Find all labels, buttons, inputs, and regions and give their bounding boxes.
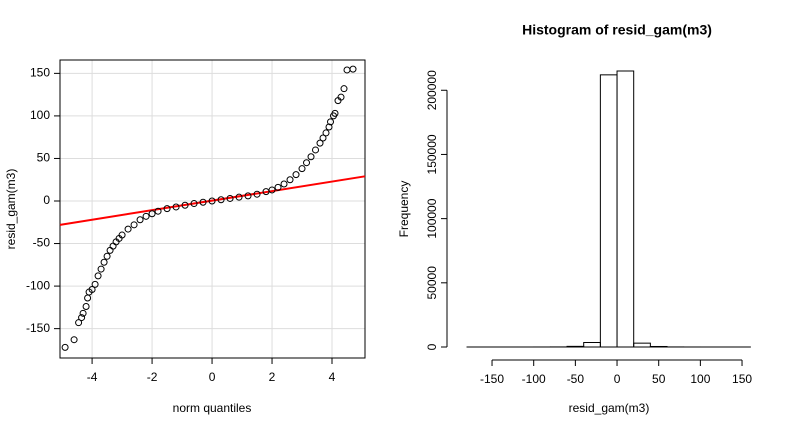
point (253, 190, 261, 198)
point (343, 66, 351, 74)
x-tick-label: 2 (269, 370, 276, 384)
y-tick-label: 150 (30, 66, 50, 80)
point (103, 252, 111, 260)
point (190, 200, 198, 208)
point (235, 193, 243, 201)
x-tick-label: -50 (567, 372, 585, 386)
point (337, 93, 345, 101)
point (274, 183, 282, 191)
point (268, 186, 276, 194)
point (322, 129, 330, 137)
point (106, 246, 114, 254)
bar (633, 342, 651, 348)
point (78, 314, 86, 322)
point (340, 85, 348, 93)
point (124, 225, 132, 233)
y-axis-label: Frequency (397, 181, 411, 238)
point (148, 210, 156, 218)
point (118, 231, 126, 239)
y-tick-label: 200000 (425, 70, 439, 110)
point (142, 212, 150, 220)
point (181, 201, 189, 209)
x-tick-label: 0 (614, 372, 621, 386)
bar (583, 342, 601, 348)
point (349, 65, 357, 73)
x-tick-label: 4 (329, 370, 336, 384)
x-tick-label: -4 (87, 370, 98, 384)
y-tick-label: 100000 (425, 198, 439, 238)
x-axis-label: norm quantiles (173, 401, 252, 415)
point (136, 216, 144, 224)
point (303, 159, 311, 167)
y-tick-label: 50000 (425, 266, 439, 300)
point (280, 180, 288, 188)
y-tick-label: 50 (37, 151, 51, 165)
y-tick-label: -150 (26, 321, 50, 335)
point (244, 192, 252, 200)
point (94, 272, 102, 280)
point (217, 196, 225, 204)
y-tick-label: 150000 (425, 134, 439, 174)
y-tick-label: 0 (43, 193, 50, 207)
point (79, 309, 87, 317)
y-tick-label: 0 (425, 343, 439, 350)
point (307, 153, 315, 161)
point (172, 203, 180, 211)
point (208, 197, 216, 205)
y-tick-label: -50 (33, 236, 51, 250)
point (75, 319, 83, 327)
y-axis-label: resid_gam(m3) (4, 169, 18, 250)
point (226, 194, 234, 202)
point (88, 285, 96, 293)
x-tick-label: -150 (480, 372, 504, 386)
point (325, 123, 333, 131)
bar (649, 345, 668, 348)
point (316, 139, 324, 147)
reference-line (59, 175, 366, 226)
point (163, 205, 171, 213)
bar (616, 70, 635, 348)
bar (599, 74, 618, 348)
point (154, 207, 162, 215)
point (97, 265, 105, 273)
point (286, 176, 294, 184)
x-axis-label: resid_gam(m3) (569, 401, 650, 415)
point (319, 134, 327, 142)
point (331, 109, 339, 117)
x-tick-label: 150 (732, 372, 752, 386)
point (298, 165, 306, 173)
x-tick-label: -2 (147, 370, 158, 384)
point (100, 258, 108, 266)
x-tick-label: 100 (690, 372, 710, 386)
point (312, 146, 320, 154)
y-tick-label: -100 (26, 278, 50, 292)
point (82, 303, 90, 311)
point (61, 343, 69, 351)
point (130, 221, 138, 229)
point (84, 294, 92, 302)
chart-title: Histogram of resid_gam(m3) (522, 22, 712, 38)
point (327, 118, 335, 126)
x-tick-label: 0 (209, 370, 216, 384)
x-tick-label: -100 (522, 372, 546, 386)
y-tick-label: 100 (30, 108, 50, 122)
x-tick-label: 50 (652, 372, 666, 386)
point (292, 171, 300, 179)
bar (566, 345, 585, 348)
point (199, 198, 207, 206)
point (70, 336, 78, 344)
point (91, 280, 99, 288)
